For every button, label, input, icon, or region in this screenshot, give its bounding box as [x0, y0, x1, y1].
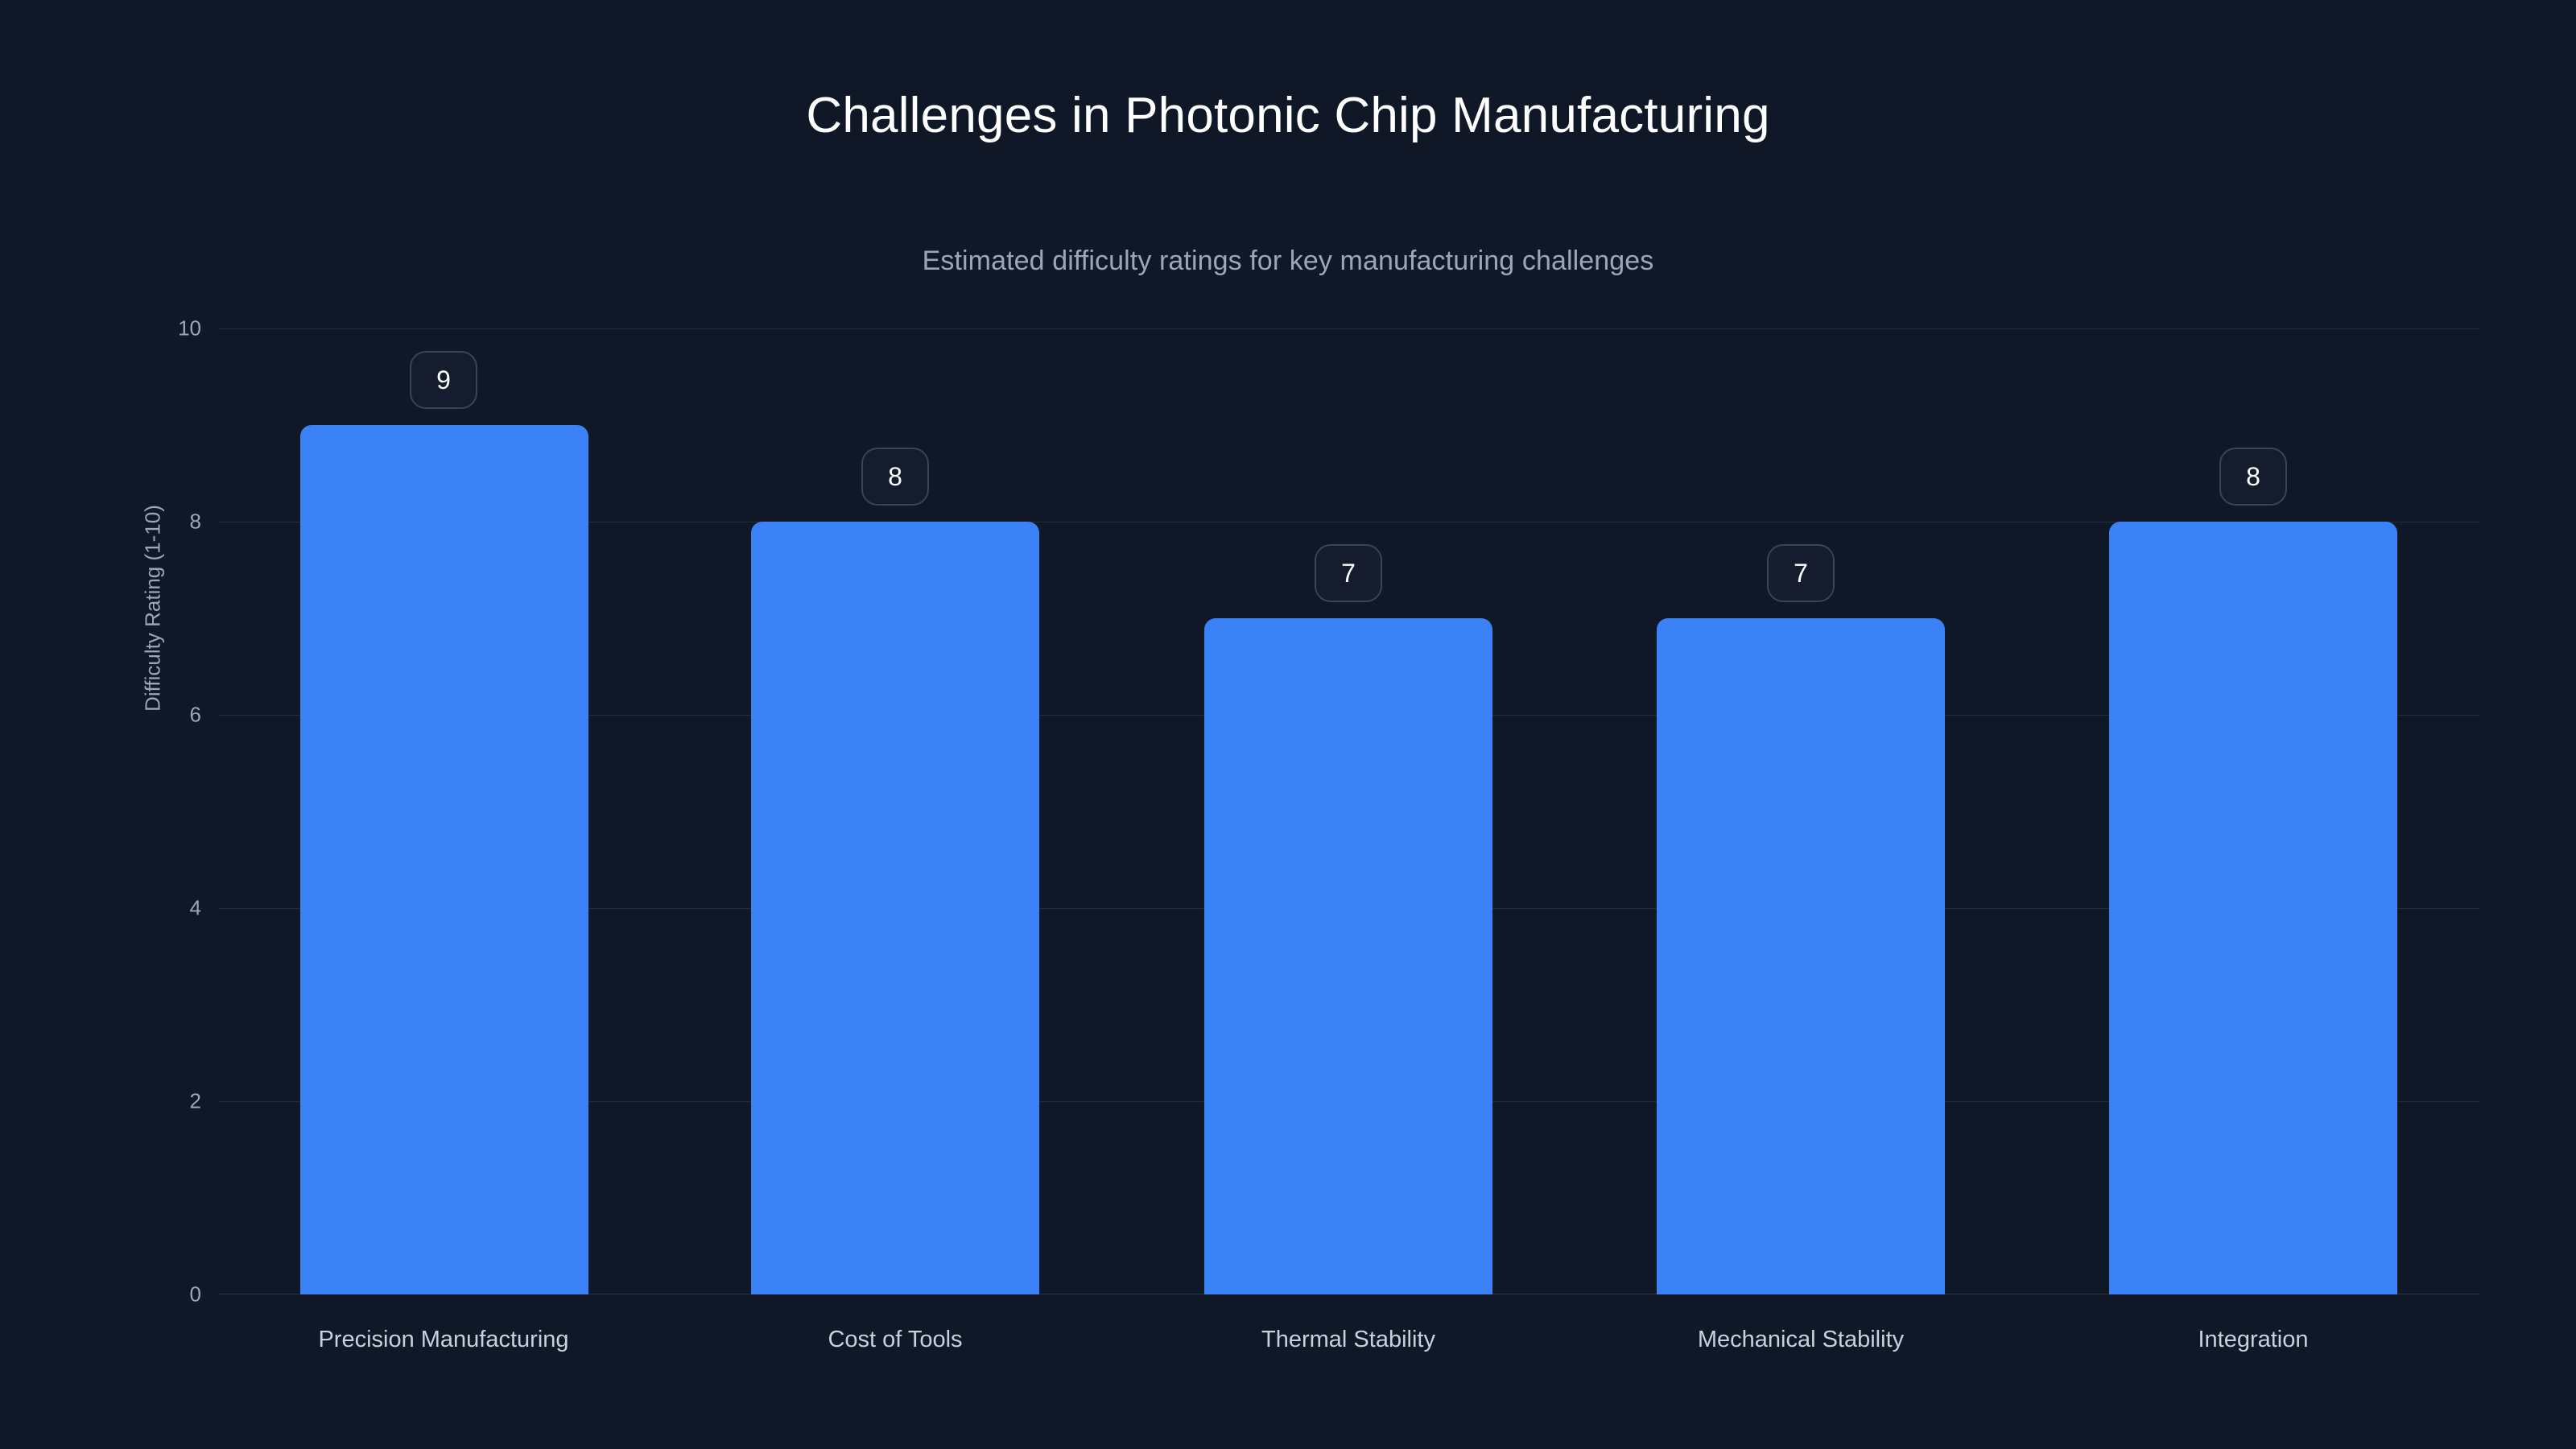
x-tick-label-thermal-stability: Thermal Stability [1261, 1327, 1435, 1352]
bar-precision-manufacturing[interactable] [300, 425, 588, 1294]
y-tick-label-2: 2 [189, 1088, 201, 1113]
value-badge-integration: 8 [2219, 448, 2287, 506]
bar-integration[interactable] [2109, 522, 2397, 1294]
x-tick-label-integration: Integration [2198, 1327, 2309, 1352]
value-badge-thermal-stability: 7 [1315, 544, 1382, 602]
x-tick-label-mechanical-stability: Mechanical Stability [1697, 1327, 1905, 1352]
value-badge-cost-of-tools: 8 [861, 448, 929, 506]
value-badge-mechanical-stability: 7 [1767, 544, 1835, 602]
bar-mechanical-stability[interactable] [1657, 618, 1945, 1294]
y-axis-label: Difficulty Rating (1-10) [140, 505, 165, 712]
plot-area [219, 328, 2479, 1294]
bar-thermal-stability[interactable] [1204, 618, 1492, 1294]
x-tick-label-cost-of-tools: Cost of Tools [828, 1327, 963, 1352]
value-badge-precision-manufacturing: 9 [410, 351, 477, 409]
y-tick-label-6: 6 [189, 702, 201, 727]
y-tick-label-8: 8 [189, 509, 201, 534]
x-tick-label-precision-manufacturing: Precision Manufacturing [318, 1327, 569, 1352]
gridline-10 [219, 328, 2479, 329]
bar-cost-of-tools[interactable] [751, 522, 1039, 1294]
chart-subtitle: Estimated difficulty ratings for key man… [922, 246, 1654, 276]
chart-title: Challenges in Photonic Chip Manufacturin… [806, 88, 1770, 143]
y-tick-label-0: 0 [189, 1282, 201, 1307]
y-tick-label-10: 10 [178, 316, 201, 341]
y-tick-label-4: 4 [189, 895, 201, 920]
